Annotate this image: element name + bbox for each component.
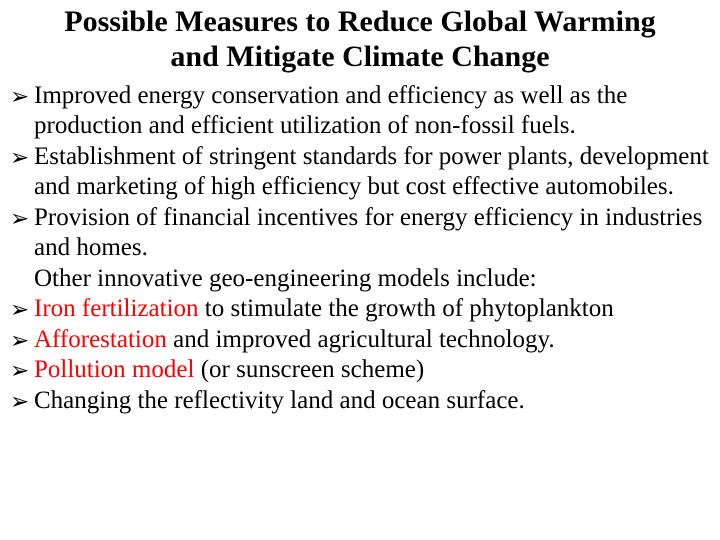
sub-heading: Other innovative geo-engineering models … — [34, 264, 710, 295]
list-item-text: Pollution model (or sunscreen scheme) — [34, 355, 710, 386]
list-item-text: Improved energy conservation and efficie… — [34, 81, 710, 142]
list-item: ➢ Establishment of stringent standards f… — [10, 142, 710, 203]
plain-text: to stimulate the growth of phytoplankton — [205, 295, 614, 322]
list-item: ➢ Afforestation and improved agricultura… — [10, 325, 710, 356]
plain-text: and improved agricultural technology. — [173, 326, 555, 353]
bullet-arrow-icon: ➢ — [10, 325, 34, 355]
list-item: ➢ Pollution model (or sunscreen scheme) — [10, 355, 710, 386]
highlight-text: Afforestation — [34, 326, 173, 353]
bullet-arrow-icon: ➢ — [10, 203, 34, 233]
list-item: ➢ Iron fertilization to stimulate the gr… — [10, 294, 710, 325]
slide: Possible Measures to Reduce Global Warmi… — [0, 0, 720, 540]
bullet-arrow-icon: ➢ — [10, 355, 34, 385]
slide-title: Possible Measures to Reduce Global Warmi… — [10, 4, 710, 75]
list-item-text: Afforestation and improved agricultural … — [34, 325, 710, 356]
list-item: ➢ Improved energy conservation and effic… — [10, 81, 710, 142]
highlight-text: Iron fertilization — [34, 295, 205, 322]
list-item-text: Iron fertilization to stimulate the grow… — [34, 294, 710, 325]
list-item: ➢ Changing the reflectivity land and oce… — [10, 386, 710, 417]
bullet-list: ➢ Improved energy conservation and effic… — [10, 81, 710, 417]
bullet-arrow-icon: ➢ — [10, 386, 34, 416]
plain-text: (or sunscreen scheme) — [201, 356, 425, 383]
title-line-2: and Mitigate Climate Change — [170, 40, 549, 73]
list-item-text: Changing the reflectivity land and ocean… — [34, 386, 710, 417]
bullet-arrow-icon: ➢ — [10, 142, 34, 172]
list-item-text: Provision of financial incentives for en… — [34, 203, 710, 264]
list-item: ➢ Provision of financial incentives for … — [10, 203, 710, 264]
list-item-text: Establishment of stringent standards for… — [34, 142, 710, 203]
title-line-1: Possible Measures to Reduce Global Warmi… — [64, 5, 655, 38]
bullet-arrow-icon: ➢ — [10, 294, 34, 324]
bullet-arrow-icon: ➢ — [10, 81, 34, 111]
highlight-text: Pollution model — [34, 356, 201, 383]
